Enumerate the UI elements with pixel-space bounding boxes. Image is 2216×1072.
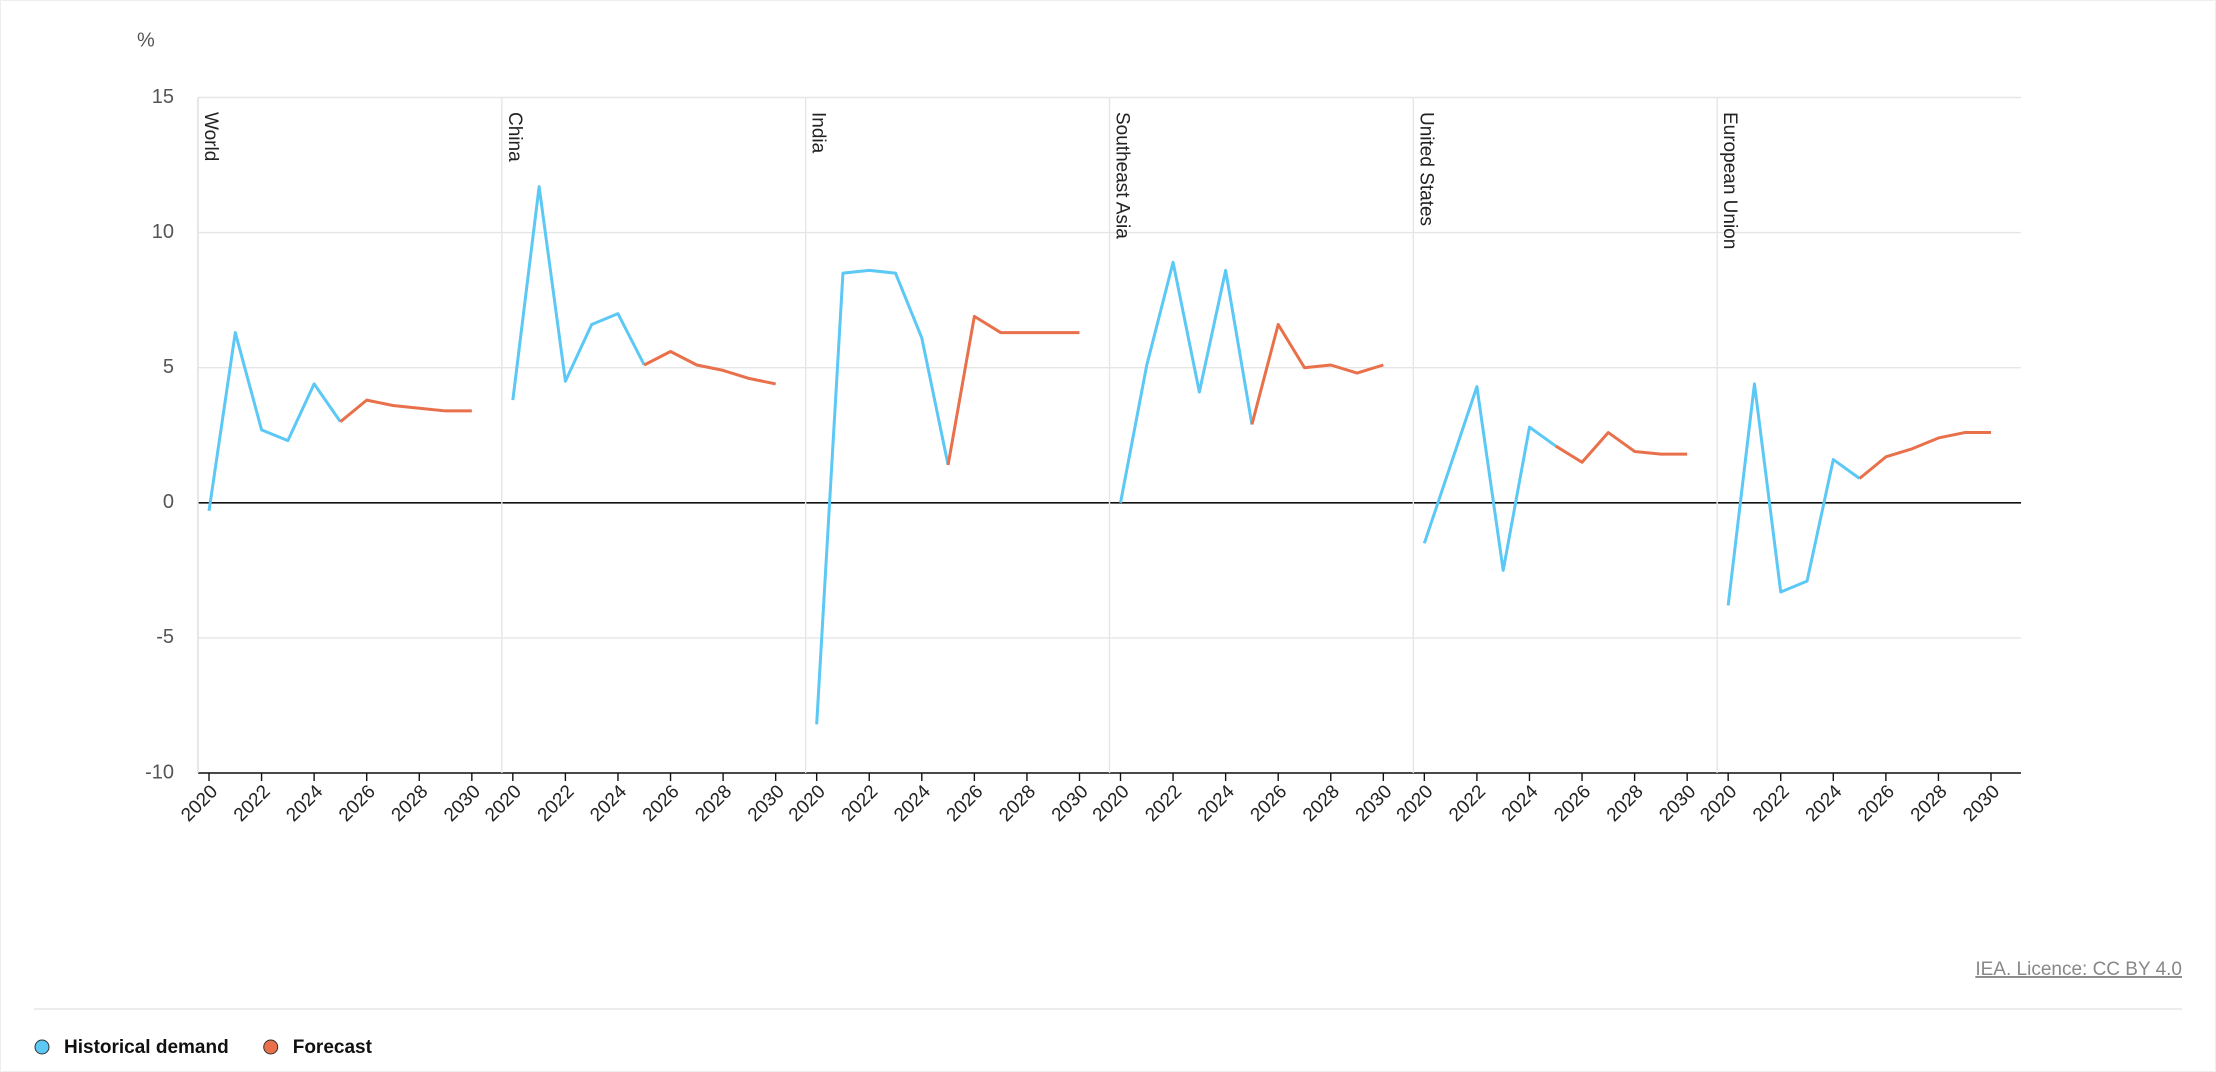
data-line <box>1119 260 1254 504</box>
x-tick-label: 2020 <box>177 781 222 826</box>
data-line <box>1858 431 1991 480</box>
data-line <box>946 314 1080 466</box>
x-tick-label: 2024 <box>1498 781 1543 826</box>
x-tick-label: 2030 <box>744 781 789 826</box>
x-tick-label: 2026 <box>1550 781 1595 826</box>
panel-label: India <box>808 112 829 154</box>
y-tick-label: 0 <box>163 491 174 513</box>
legend-label: Forecast <box>293 1037 373 1058</box>
data-line <box>511 185 646 401</box>
panel-label: United States <box>1415 112 1436 226</box>
data-line <box>1554 431 1688 464</box>
x-tick-label: 2030 <box>440 781 485 826</box>
panel-label: European Union <box>1719 112 1740 249</box>
x-tick-label: 2028 <box>691 781 736 826</box>
y-axis-label: % <box>137 29 155 51</box>
x-tick-label: 2020 <box>481 781 526 826</box>
data-line <box>815 268 950 725</box>
x-tick-label: 2024 <box>890 781 935 826</box>
panel-label: China <box>504 112 525 162</box>
x-tick-label: 2026 <box>1854 781 1899 826</box>
data-line <box>643 349 776 386</box>
x-tick-label: 2024 <box>1802 781 1847 826</box>
data-line <box>1250 322 1384 425</box>
x-tick-label: 2026 <box>1247 781 1292 826</box>
x-tick-label: 2030 <box>1048 781 1093 826</box>
x-tick-label: 2024 <box>586 781 631 826</box>
legend-marker <box>263 1039 279 1055</box>
x-tick-label: 2020 <box>785 781 830 826</box>
x-tick-label: 2026 <box>335 781 380 826</box>
x-tick-label: 2028 <box>1299 781 1344 826</box>
x-tick-label: 2024 <box>1194 781 1239 826</box>
panel-label: World <box>200 112 221 161</box>
y-tick-label: 15 <box>152 86 174 108</box>
y-tick-label: 10 <box>152 221 174 243</box>
source[interactable]: IEA. Licence: CC BY 4.0 <box>1975 959 2182 980</box>
x-tick-label: 2020 <box>1089 781 1134 826</box>
x-tick-label: 2028 <box>1907 781 1952 826</box>
x-tick-label: 2030 <box>1656 781 1701 826</box>
x-tick-label: 2030 <box>1959 781 2004 826</box>
x-tick-label: 2028 <box>995 781 1040 826</box>
y-tick-label: -5 <box>156 626 174 648</box>
legend-marker <box>34 1039 50 1055</box>
data-line <box>1422 385 1557 572</box>
x-tick-label: 2020 <box>1393 781 1438 826</box>
panel-label: Southeast Asia <box>1111 112 1132 239</box>
x-tick-label: 2020 <box>1697 781 1742 826</box>
x-tick-label: 2026 <box>943 781 988 826</box>
x-tick-label: 2024 <box>282 781 327 826</box>
x-tick-label: 2022 <box>838 781 883 826</box>
legend-label: Historical demand <box>64 1037 229 1058</box>
y-tick-label: 5 <box>163 356 174 378</box>
data-line <box>1726 382 1861 606</box>
data-line <box>339 398 472 423</box>
x-tick-label: 2022 <box>1749 781 1794 826</box>
x-tick-label: 2022 <box>230 781 275 826</box>
x-tick-label: 2028 <box>388 781 433 826</box>
x-tick-label: 2026 <box>639 781 684 826</box>
x-tick-label: 2030 <box>1352 781 1397 826</box>
x-tick-label: 2022 <box>534 781 579 826</box>
data-line <box>207 331 342 512</box>
x-tick-label: 2022 <box>1141 781 1186 826</box>
x-tick-label: 2022 <box>1445 781 1490 826</box>
y-tick-label: -10 <box>145 761 174 783</box>
x-tick-label: 2028 <box>1603 781 1648 826</box>
